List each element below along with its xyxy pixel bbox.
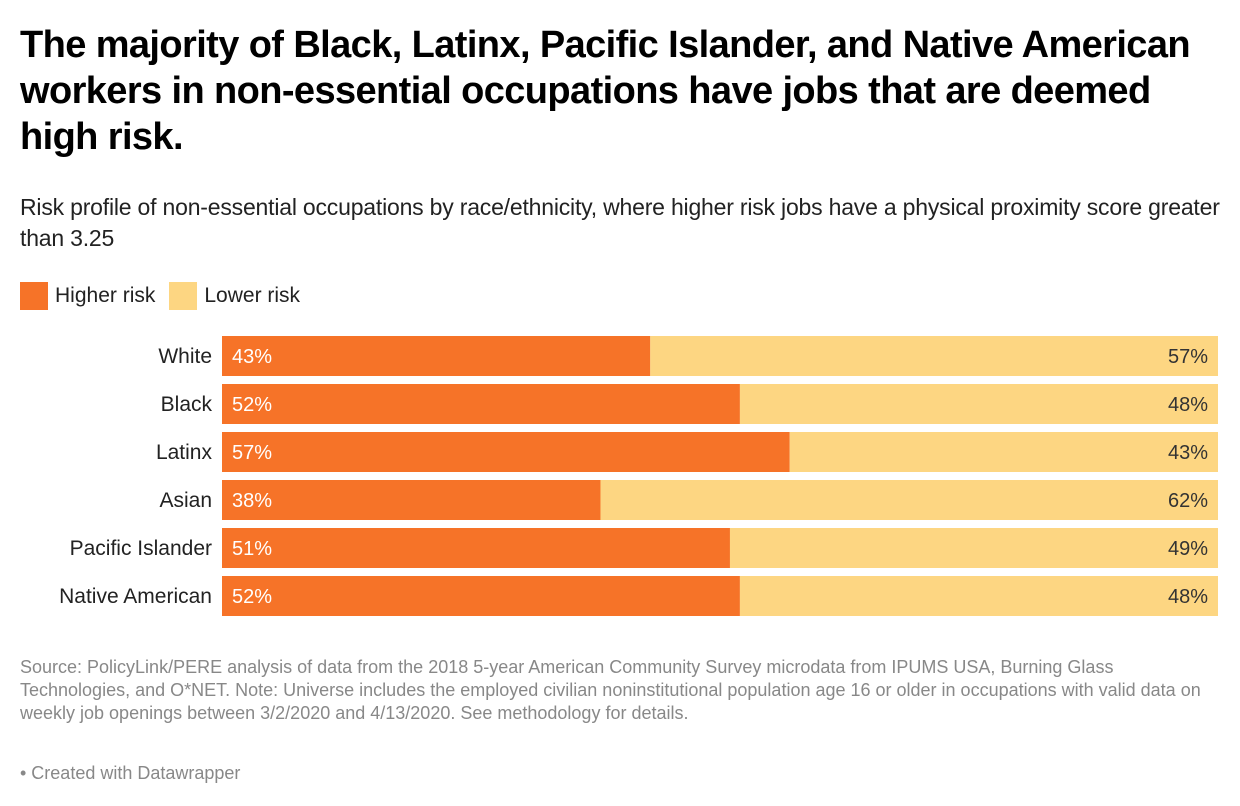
stacked-bar-chart: White 43% 57% Black 52% 48% Latinx 57% 43% Asian 3… — [59, 336, 1218, 616]
bar-higher-risk — [222, 336, 651, 376]
bar-lower-risk — [729, 528, 1218, 568]
value-label-higher-risk: 38% — [232, 490, 272, 512]
category-label: Asian — [159, 489, 212, 512]
bar-row-pacific-islander: Pacific Islander 51% 49% — [70, 528, 1218, 568]
bar-lower-risk — [600, 480, 1218, 520]
category-label: Native American — [59, 585, 212, 608]
bar-higher-risk — [222, 576, 740, 616]
bar-row-black: Black 52% 48% — [161, 384, 1218, 424]
value-label-higher-risk: 43% — [232, 346, 272, 368]
value-label-lower-risk: 49% — [1168, 538, 1208, 560]
bar-lower-risk — [739, 384, 1218, 424]
value-label-lower-risk: 48% — [1168, 394, 1208, 416]
value-label-higher-risk: 51% — [232, 538, 272, 560]
bar-row-latinx: Latinx 57% 43% — [156, 432, 1218, 472]
bar-row-native-american: Native American 52% 48% — [59, 576, 1218, 616]
source-notes: Source: PolicyLink/PERE analysis of data… — [20, 657, 1201, 723]
chart-subtitle: Risk profile of non-essential occupation… — [20, 194, 1220, 251]
value-label-higher-risk: 52% — [232, 586, 272, 608]
bar-lower-risk — [739, 576, 1218, 616]
legend-label: Lower risk — [204, 284, 301, 307]
legend-item-lower-risk: Lower risk — [169, 282, 300, 310]
value-label-lower-risk: 43% — [1168, 442, 1208, 464]
datawrapper-credit: • Created with Datawrapper — [20, 763, 241, 783]
bar-higher-risk — [222, 384, 740, 424]
legend-swatch-lower-risk — [169, 282, 198, 310]
legend: Higher risk Lower risk — [20, 281, 314, 311]
bar-higher-risk — [222, 480, 601, 520]
value-label-lower-risk: 57% — [1168, 346, 1208, 368]
category-label: Black — [161, 393, 213, 416]
category-label: White — [158, 345, 212, 368]
bar-lower-risk — [789, 432, 1218, 472]
value-label-higher-risk: 57% — [232, 442, 272, 464]
legend-label: Higher risk — [55, 284, 156, 307]
bar-higher-risk — [222, 432, 790, 472]
chart-title: The majority of Black, Latinx, Pacific I… — [20, 24, 1191, 158]
bar-row-asian: Asian 38% 62% — [159, 480, 1218, 520]
legend-item-higher-risk: Higher risk — [20, 282, 155, 310]
value-label-lower-risk: 48% — [1168, 586, 1208, 608]
category-label: Pacific Islander — [70, 537, 212, 560]
category-label: Latinx — [156, 441, 213, 464]
bar-row-white: White 43% 57% — [158, 336, 1218, 376]
value-label-lower-risk: 62% — [1168, 490, 1208, 512]
value-label-higher-risk: 52% — [232, 394, 272, 416]
bar-higher-risk — [222, 528, 730, 568]
bar-lower-risk — [650, 336, 1218, 376]
legend-swatch-higher-risk — [20, 282, 48, 310]
